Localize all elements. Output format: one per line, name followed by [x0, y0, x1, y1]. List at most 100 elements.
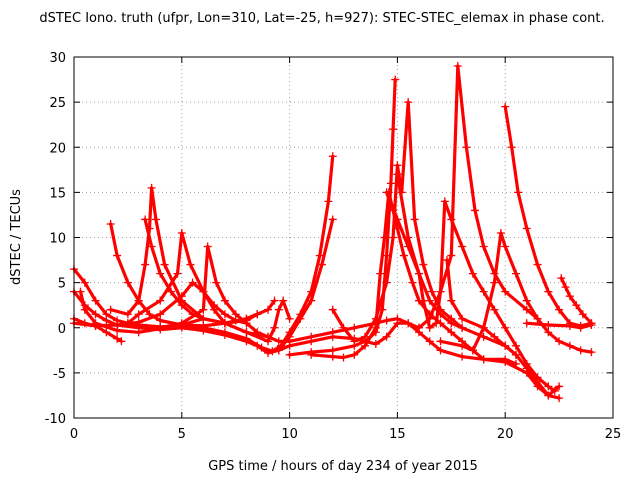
data-point: [389, 233, 398, 242]
data-point: [587, 319, 596, 328]
x-tick-label: 0: [70, 427, 78, 442]
data-point: [432, 319, 441, 328]
data-point: [382, 278, 391, 287]
data-point: [274, 346, 283, 355]
data-point: [199, 305, 208, 314]
data-point: [425, 314, 434, 323]
data-point: [404, 233, 413, 242]
data-point: [339, 323, 348, 332]
data-point: [134, 310, 143, 319]
series-7: [141, 215, 279, 328]
data-point: [296, 314, 305, 323]
data-point: [419, 296, 428, 305]
series-8: [123, 228, 251, 328]
data-point: [442, 256, 451, 265]
data-point: [102, 316, 111, 325]
data-point: [458, 352, 467, 361]
data-point: [371, 323, 380, 332]
series-line: [78, 290, 292, 343]
data-point: [328, 332, 337, 341]
data-point: [210, 301, 219, 310]
data-point: [274, 305, 283, 314]
y-tick-label: 10: [49, 232, 66, 247]
data-point: [285, 341, 294, 350]
data-point: [361, 337, 370, 346]
data-point: [382, 188, 391, 197]
data-point: [199, 321, 208, 330]
data-point: [91, 296, 100, 305]
data-point: [134, 318, 143, 327]
y-tick-label: -5: [53, 367, 66, 382]
data-point: [565, 292, 574, 301]
data-point: [533, 373, 542, 382]
data-point: [203, 242, 212, 251]
data-point: [123, 319, 132, 328]
data-point: [393, 161, 402, 170]
data-point: [264, 349, 273, 358]
data-point: [414, 323, 423, 332]
y-tick-label: -10: [45, 412, 66, 427]
data-point: [576, 346, 585, 355]
data-point: [371, 314, 380, 323]
data-point: [102, 328, 111, 337]
data-point: [220, 310, 229, 319]
data-point: [307, 337, 316, 346]
data-point: [544, 391, 553, 400]
data-point: [565, 341, 574, 350]
data-point: [177, 321, 186, 330]
data-point: [447, 296, 456, 305]
grid: [74, 57, 613, 418]
plot-series: [70, 62, 596, 403]
data-point: [436, 287, 445, 296]
data-point: [199, 314, 208, 323]
series-21: [76, 287, 294, 346]
data-point: [436, 337, 445, 346]
data-point: [113, 334, 122, 343]
series-line: [309, 190, 518, 366]
y-tick-label: 30: [49, 51, 66, 66]
data-point: [242, 319, 251, 328]
data-point: [156, 296, 165, 305]
data-point: [376, 269, 385, 278]
data-point: [458, 242, 467, 251]
x-tick-label: 10: [281, 427, 298, 442]
data-point: [544, 328, 553, 337]
data-point: [186, 260, 195, 269]
data-point: [550, 386, 559, 395]
data-point: [156, 316, 165, 325]
series-13: [382, 188, 564, 403]
data-point: [458, 323, 467, 332]
data-point: [328, 352, 337, 361]
data-point: [151, 215, 160, 224]
data-point: [339, 353, 348, 362]
data-point: [522, 224, 531, 233]
data-point: [399, 251, 408, 260]
data-point: [91, 310, 100, 319]
data-point: [447, 319, 456, 328]
series-line: [503, 105, 593, 328]
data-point: [371, 339, 380, 348]
data-point: [382, 332, 391, 341]
data-point: [557, 274, 566, 283]
x-tick-label: 20: [497, 427, 514, 442]
data-point: [177, 228, 186, 237]
data-point: [134, 296, 143, 305]
data-point: [285, 350, 294, 359]
data-point: [350, 334, 359, 343]
data-point: [134, 328, 143, 337]
y-tick-label: 5: [58, 277, 66, 292]
data-point: [479, 355, 488, 364]
data-point: [410, 215, 419, 224]
series-line: [143, 217, 277, 325]
data-point: [220, 330, 229, 339]
data-point: [522, 319, 531, 328]
y-tick-label: 0: [58, 322, 66, 337]
data-point: [160, 260, 169, 269]
data-point: [123, 278, 132, 287]
data-point: [391, 75, 400, 84]
data-point: [458, 314, 467, 323]
series-line: [385, 190, 561, 400]
data-point: [522, 305, 531, 314]
data-point: [141, 260, 150, 269]
